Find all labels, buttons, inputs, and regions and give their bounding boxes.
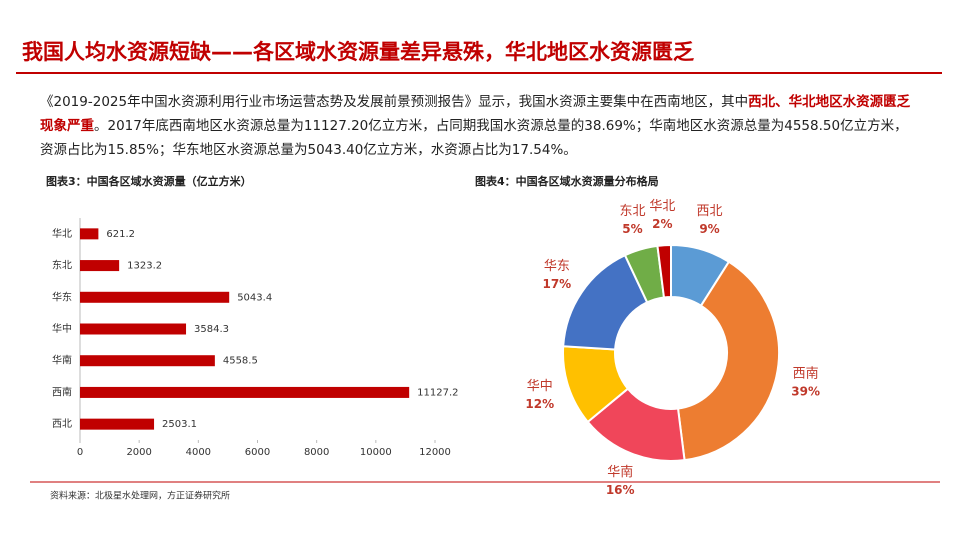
x-tick-label: 6000 <box>245 447 270 458</box>
value-label: 3584.3 <box>194 324 229 335</box>
paragraph-text: 《2019-2025年中国水资源利用行业市场运营态势及发展前景预测报告》显示，我… <box>40 94 749 110</box>
slice-label: 东北 <box>619 204 645 219</box>
paragraph: 《2019-2025年中国水资源利用行业市场运营态势及发展前景预测报告》显示，我… <box>40 90 920 162</box>
chart-title: 图表3：中国各区域水资源量（亿立方米） <box>46 174 252 188</box>
y-tick-label: 西北 <box>52 418 72 430</box>
bar <box>80 323 187 335</box>
paragraph-text: 。2017年底西南地区水资源总量为11127.20亿立方米，占同期我国水资源总量… <box>40 118 908 158</box>
slice-label: 西北 <box>696 204 722 219</box>
bar <box>80 418 155 430</box>
pie-slice <box>676 260 780 462</box>
x-tick-label: 10000 <box>360 447 392 458</box>
title-rule <box>16 72 942 74</box>
page-title: 我国人均水资源短缺——各区域水资源量差异悬殊，华北地区水资源匮乏 <box>22 40 694 64</box>
slice-label: 华中 <box>527 379 553 394</box>
y-tick-label: 东北 <box>52 259 72 272</box>
value-label: 2503.1 <box>162 419 197 430</box>
slice-label: 华南 <box>607 464 633 480</box>
slice-value: 16% <box>606 483 635 497</box>
bar <box>80 260 120 272</box>
y-tick-label: 华南 <box>52 354 72 367</box>
bar <box>80 355 215 367</box>
paragraph-highlight: 西北、华北地区水资源匮乏现象严重 <box>40 94 911 134</box>
bar <box>80 228 99 240</box>
bar <box>80 386 410 398</box>
value-label: 1323.2 <box>127 261 162 272</box>
chart-title: 图表4：中国各区域水资源量分布格局 <box>475 174 659 188</box>
slice-label: 华北 <box>649 199 675 214</box>
x-tick-label: 2000 <box>126 447 151 458</box>
slice-label: 西南 <box>793 366 819 382</box>
slice-label: 华东 <box>544 259 570 274</box>
slice-value: 17% <box>542 277 571 291</box>
y-tick-label: 华中 <box>52 322 72 335</box>
source: 资料来源：北极星水处理网，方正证券研究所 <box>50 490 230 502</box>
y-tick-label: 华北 <box>52 227 72 240</box>
slice-value: 39% <box>791 385 820 399</box>
slice-value: 5% <box>622 222 642 236</box>
value-label: 4558.5 <box>223 356 258 367</box>
slice-value: 12% <box>525 397 554 411</box>
slice-value: 9% <box>699 222 719 236</box>
value-label: 11127.2 <box>417 387 458 398</box>
y-tick-label: 西南 <box>52 385 72 398</box>
value-label: 621.2 <box>106 229 135 240</box>
y-tick-label: 华东 <box>52 290 72 303</box>
pie-slice <box>656 243 672 299</box>
x-tick-label: 12000 <box>419 447 451 458</box>
x-tick-label: 0 <box>77 447 83 458</box>
x-tick-label: 4000 <box>186 447 211 458</box>
value-label: 5043.4 <box>237 292 272 303</box>
bar <box>80 291 230 303</box>
x-tick-label: 8000 <box>304 447 329 458</box>
slice-value: 2% <box>652 217 672 231</box>
